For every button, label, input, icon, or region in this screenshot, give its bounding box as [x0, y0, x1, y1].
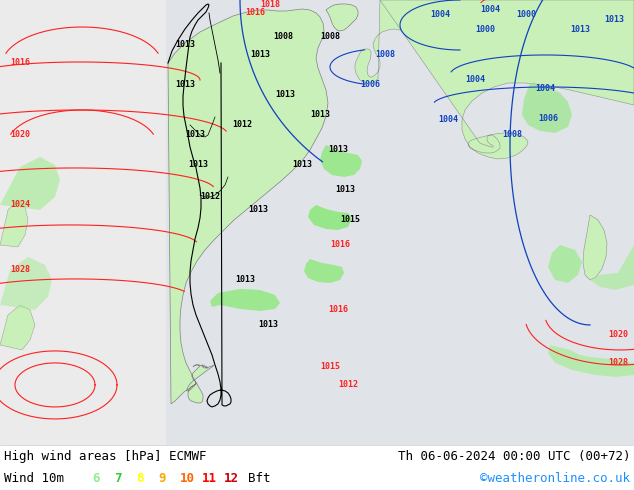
Polygon shape [548, 345, 634, 377]
Text: 1012: 1012 [200, 193, 220, 201]
Text: 1012: 1012 [232, 121, 252, 129]
Text: 1008: 1008 [502, 130, 522, 140]
Text: 1024: 1024 [10, 200, 30, 209]
Text: 1013: 1013 [604, 16, 624, 24]
Text: 1008: 1008 [320, 32, 340, 42]
Text: 1018: 1018 [260, 0, 280, 9]
Polygon shape [326, 4, 358, 31]
Text: 1028: 1028 [10, 266, 30, 274]
Polygon shape [320, 145, 362, 177]
Text: 1013: 1013 [185, 130, 205, 140]
Text: 9: 9 [158, 472, 165, 486]
Text: 11: 11 [202, 472, 217, 486]
Text: 1013: 1013 [275, 91, 295, 99]
Text: 1013: 1013 [335, 186, 355, 195]
Polygon shape [522, 83, 572, 133]
Text: 1004: 1004 [438, 116, 458, 124]
Polygon shape [308, 205, 352, 230]
Text: 1013: 1013 [292, 160, 312, 170]
Text: 1004: 1004 [535, 84, 555, 94]
Polygon shape [0, 305, 35, 350]
Text: 1016: 1016 [330, 241, 350, 249]
Polygon shape [0, 200, 28, 247]
Polygon shape [380, 0, 634, 159]
Polygon shape [0, 257, 52, 310]
Text: 1013: 1013 [250, 50, 270, 59]
Text: 1028: 1028 [608, 358, 628, 368]
Text: 1013: 1013 [258, 320, 278, 329]
Text: 1008: 1008 [273, 32, 293, 42]
Polygon shape [168, 9, 328, 404]
Text: 1020: 1020 [608, 330, 628, 340]
Text: 1013: 1013 [175, 80, 195, 90]
Text: High wind areas [hPa] ECMWF: High wind areas [hPa] ECMWF [4, 450, 207, 464]
Text: 1013: 1013 [188, 160, 208, 170]
Text: Th 06-06-2024 00:00 UTC (00+72): Th 06-06-2024 00:00 UTC (00+72) [398, 450, 630, 464]
Text: 1013: 1013 [248, 205, 268, 215]
Text: 1012: 1012 [338, 380, 358, 390]
Bar [0, 0, 165, 445]
Text: 1013: 1013 [175, 41, 195, 49]
Text: 1015: 1015 [340, 216, 360, 224]
Text: 1004: 1004 [480, 5, 500, 15]
Text: 1013: 1013 [235, 275, 255, 285]
Text: 1013: 1013 [328, 146, 348, 154]
Text: 1016: 1016 [245, 8, 265, 18]
Text: 6: 6 [92, 472, 100, 486]
Text: ©weatheronline.co.uk: ©weatheronline.co.uk [480, 472, 630, 486]
Polygon shape [583, 215, 607, 280]
Polygon shape [590, 245, 634, 290]
Text: 1004: 1004 [465, 75, 485, 84]
Text: 1000: 1000 [516, 10, 536, 20]
Text: 8: 8 [136, 472, 143, 486]
Polygon shape [210, 289, 280, 311]
Polygon shape [304, 259, 344, 283]
Text: 1006: 1006 [538, 115, 558, 123]
Text: 12: 12 [224, 472, 239, 486]
Text: 1000: 1000 [475, 25, 495, 34]
Text: 1013: 1013 [310, 110, 330, 120]
Text: 10: 10 [180, 472, 195, 486]
Text: 1016: 1016 [10, 58, 30, 68]
Text: 1004: 1004 [430, 10, 450, 20]
Text: 7: 7 [114, 472, 122, 486]
Text: 1020: 1020 [10, 130, 30, 140]
Polygon shape [0, 157, 60, 210]
Text: 1008: 1008 [375, 50, 395, 59]
Polygon shape [355, 0, 490, 83]
Polygon shape [548, 245, 582, 283]
Text: 1006: 1006 [360, 80, 380, 90]
Text: 1013: 1013 [570, 25, 590, 34]
Text: Wind 10m: Wind 10m [4, 472, 64, 486]
Text: 1015: 1015 [320, 363, 340, 371]
Text: Bft: Bft [248, 472, 271, 486]
Text: 1016: 1016 [328, 305, 348, 315]
